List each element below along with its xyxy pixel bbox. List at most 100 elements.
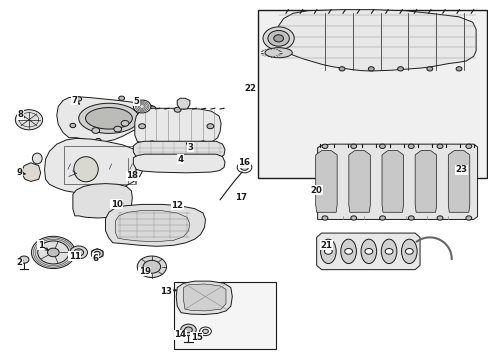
Polygon shape (183, 284, 225, 311)
Text: 23: 23 (454, 166, 467, 175)
Text: 6: 6 (93, 254, 99, 263)
Text: 2: 2 (16, 258, 22, 267)
Circle shape (19, 256, 29, 263)
Circle shape (405, 248, 412, 254)
Circle shape (344, 248, 352, 254)
Circle shape (100, 185, 106, 190)
Circle shape (121, 121, 129, 126)
Bar (64, 146, 135, 184)
Circle shape (184, 327, 192, 333)
Polygon shape (133, 154, 224, 173)
Circle shape (137, 256, 166, 278)
Circle shape (143, 260, 160, 273)
Ellipse shape (401, 239, 416, 264)
Text: 12: 12 (171, 201, 183, 210)
Ellipse shape (85, 108, 132, 129)
Circle shape (237, 162, 251, 173)
Circle shape (322, 144, 327, 148)
Circle shape (114, 126, 122, 132)
Text: 4: 4 (177, 155, 183, 164)
Ellipse shape (340, 239, 356, 264)
Circle shape (322, 216, 327, 220)
Text: 10: 10 (111, 200, 122, 209)
Circle shape (338, 67, 344, 71)
Polygon shape (414, 150, 436, 212)
Text: 16: 16 (238, 158, 250, 167)
Circle shape (70, 123, 76, 128)
Circle shape (367, 67, 373, 71)
Circle shape (455, 67, 461, 71)
Text: 19: 19 (138, 267, 150, 276)
Ellipse shape (381, 239, 396, 264)
Circle shape (95, 138, 101, 143)
Polygon shape (348, 150, 369, 212)
Circle shape (133, 100, 151, 113)
Polygon shape (278, 10, 475, 71)
Circle shape (206, 124, 213, 129)
Circle shape (267, 31, 289, 46)
Circle shape (324, 248, 331, 254)
Circle shape (119, 96, 124, 100)
Circle shape (94, 251, 100, 256)
Circle shape (379, 144, 385, 148)
Circle shape (240, 165, 248, 170)
Circle shape (426, 67, 432, 71)
Circle shape (424, 168, 435, 177)
Circle shape (149, 118, 155, 122)
Text: 15: 15 (190, 333, 202, 342)
Polygon shape (177, 98, 189, 109)
Polygon shape (133, 141, 224, 161)
Text: 8: 8 (17, 110, 23, 119)
Ellipse shape (360, 239, 376, 264)
Circle shape (70, 246, 87, 259)
Circle shape (407, 144, 413, 148)
Circle shape (91, 249, 103, 258)
Circle shape (379, 216, 385, 220)
Text: 18: 18 (126, 171, 138, 180)
Text: 9: 9 (16, 168, 22, 177)
Circle shape (465, 216, 471, 220)
Polygon shape (21, 163, 41, 181)
Polygon shape (447, 150, 469, 212)
Circle shape (397, 67, 403, 71)
Polygon shape (44, 138, 144, 194)
Circle shape (385, 248, 392, 254)
Circle shape (174, 107, 181, 112)
Polygon shape (73, 184, 132, 218)
Circle shape (174, 141, 181, 147)
Text: 22: 22 (244, 84, 256, 93)
Text: 20: 20 (310, 185, 322, 194)
Text: 7: 7 (72, 96, 78, 105)
Circle shape (180, 324, 196, 336)
Polygon shape (135, 108, 221, 145)
Circle shape (31, 236, 75, 269)
Circle shape (77, 251, 81, 254)
Circle shape (263, 27, 294, 50)
Circle shape (148, 141, 155, 146)
Text: 5: 5 (133, 96, 139, 105)
Circle shape (74, 249, 83, 256)
Circle shape (150, 106, 156, 111)
Circle shape (89, 185, 96, 190)
Polygon shape (317, 144, 477, 220)
Circle shape (436, 216, 442, 220)
Ellipse shape (74, 157, 98, 182)
Circle shape (139, 124, 145, 129)
Ellipse shape (79, 103, 139, 134)
Text: 14: 14 (174, 330, 186, 339)
Polygon shape (315, 150, 336, 212)
Circle shape (199, 141, 206, 146)
Circle shape (364, 248, 372, 254)
Bar (173, 282, 276, 348)
Circle shape (350, 216, 356, 220)
Ellipse shape (320, 239, 335, 264)
Circle shape (449, 168, 461, 177)
Polygon shape (115, 211, 189, 242)
Circle shape (47, 248, 59, 257)
Polygon shape (176, 281, 232, 315)
Circle shape (462, 168, 474, 177)
Text: 11: 11 (69, 252, 81, 261)
Circle shape (92, 128, 100, 134)
Circle shape (273, 35, 283, 42)
Circle shape (199, 327, 211, 336)
